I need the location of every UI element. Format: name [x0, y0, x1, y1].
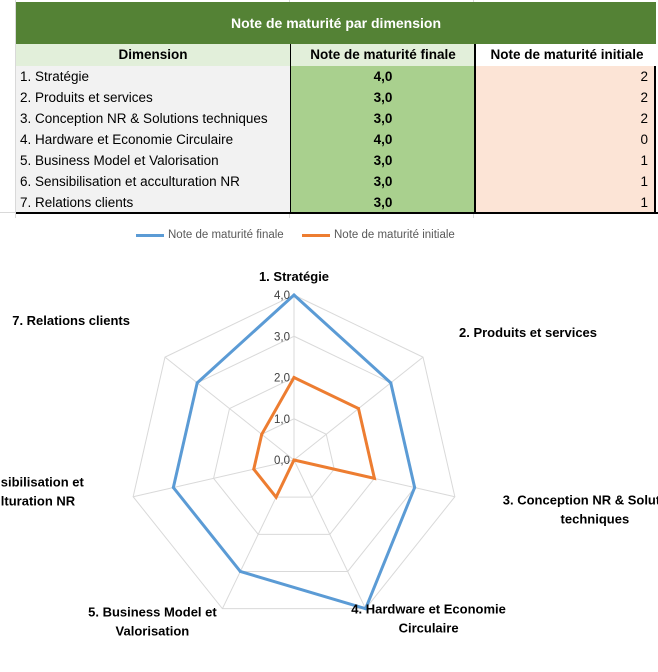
cell-dimension[interactable]: 1. Stratégie	[16, 66, 290, 87]
legend-label: Note de maturité finale	[168, 229, 284, 241]
cell-initiale[interactable]: 2	[474, 108, 656, 129]
cell-dimension[interactable]: 7. Relations clients	[16, 192, 290, 213]
legend-label: Note de maturité initiale	[334, 229, 455, 241]
series-point	[292, 376, 296, 379]
table-row: 3. Conception NR & Solutions techniques …	[16, 108, 656, 129]
cell-finale[interactable]: 3,0	[290, 171, 475, 192]
radar-category-label: 7. Relations clients	[12, 313, 130, 328]
cell-dimension[interactable]: 4. Hardware et Economie Circulaire	[16, 129, 290, 150]
series-line-initiale	[252, 375, 377, 500]
radar-tick-label: 2,0	[274, 373, 290, 385]
cell-dimension[interactable]: 3. Conception NR & Solutions techniques	[16, 108, 290, 129]
cell-dimension[interactable]: 6. Sensibilisation et acculturation NR	[16, 171, 290, 192]
chart-legend: Note de maturité finale Note de maturité…	[0, 229, 658, 245]
table-row: 1. Stratégie 4,0 2	[16, 66, 656, 87]
cell-initiale[interactable]: 0	[474, 129, 656, 150]
series-point	[238, 569, 242, 573]
legend-item-initiale[interactable]: Note de maturité initiale	[302, 229, 455, 241]
series-point	[292, 458, 296, 462]
series-point	[195, 381, 199, 385]
radar-tick-label: 1,0	[274, 414, 290, 426]
radar-category-label: 4. Hardware et Economie Circulaire	[351, 602, 506, 636]
radar-spoke	[164, 356, 295, 461]
table-header-row: Dimension Note de maturité finale Note d…	[16, 44, 658, 66]
cell-finale[interactable]: 4,0	[290, 66, 475, 87]
table-title: Note de maturité par dimension	[16, 2, 656, 44]
series-point	[372, 476, 376, 480]
radar-tick-label: 3,0	[274, 331, 290, 343]
radar-tick-label: 4,0	[274, 290, 290, 302]
cell-finale[interactable]: 3,0	[290, 150, 475, 171]
series-point	[274, 495, 278, 499]
series-point	[389, 381, 393, 385]
series-point	[252, 467, 256, 471]
spreadsheet-area: Note de maturité par dimension Dimension…	[0, 0, 658, 218]
series-point	[171, 486, 175, 490]
radar-category-label: 2. Produits et services	[459, 325, 597, 340]
series-line-finale	[171, 292, 417, 611]
header-initiale: Note de maturité initiale	[474, 44, 658, 66]
table-row: 4. Hardware et Economie Circulaire 4,0 0	[16, 129, 656, 150]
legend-swatch	[136, 233, 164, 237]
series-point	[292, 293, 296, 297]
cell-initiale[interactable]: 1	[474, 150, 656, 171]
table-title-text: Note de maturité par dimension	[230, 15, 442, 31]
gridline	[15, 0, 16, 218]
radar-grid-ring	[132, 294, 456, 610]
legend-swatch	[302, 233, 330, 237]
series-point	[413, 486, 417, 490]
radar-tick-label: 0,0	[274, 455, 290, 467]
header-dimension: Dimension	[16, 44, 290, 66]
cell-initiale[interactable]: 2	[474, 66, 656, 87]
table-row: 7. Relations clients 3,0 1	[16, 192, 656, 213]
table-row: 2. Produits et services 3,0 2	[16, 87, 656, 108]
series-point	[357, 407, 361, 411]
series-point	[364, 607, 368, 611]
cell-dimension[interactable]: 5. Business Model et Valorisation	[16, 150, 290, 171]
header-finale: Note de maturité finale	[290, 44, 475, 66]
cell-initiale[interactable]: 1	[474, 171, 656, 192]
cell-initiale[interactable]: 1	[474, 192, 656, 213]
table-row: 6. Sensibilisation et acculturation NR 3…	[16, 171, 656, 192]
radar-category-label: 1. Stratégie	[259, 269, 329, 284]
cell-finale[interactable]: 3,0	[290, 108, 475, 129]
cell-finale[interactable]: 3,0	[290, 192, 475, 213]
cell-finale[interactable]: 4,0	[290, 129, 475, 150]
series-point	[260, 432, 264, 436]
table-row: 5. Business Model et Valorisation 3,0 1	[16, 150, 656, 171]
cell-dimension[interactable]: 2. Produits et services	[16, 87, 290, 108]
cell-initiale[interactable]: 2	[474, 87, 656, 108]
cell-finale[interactable]: 3,0	[290, 87, 475, 108]
radar-category-label: 5. Business Model et Valorisation	[88, 605, 217, 639]
radar-spoke	[293, 459, 367, 609]
radar-spoke	[133, 459, 295, 498]
legend-item-finale[interactable]: Note de maturité finale	[136, 229, 284, 241]
table-bottom-border	[16, 212, 658, 214]
